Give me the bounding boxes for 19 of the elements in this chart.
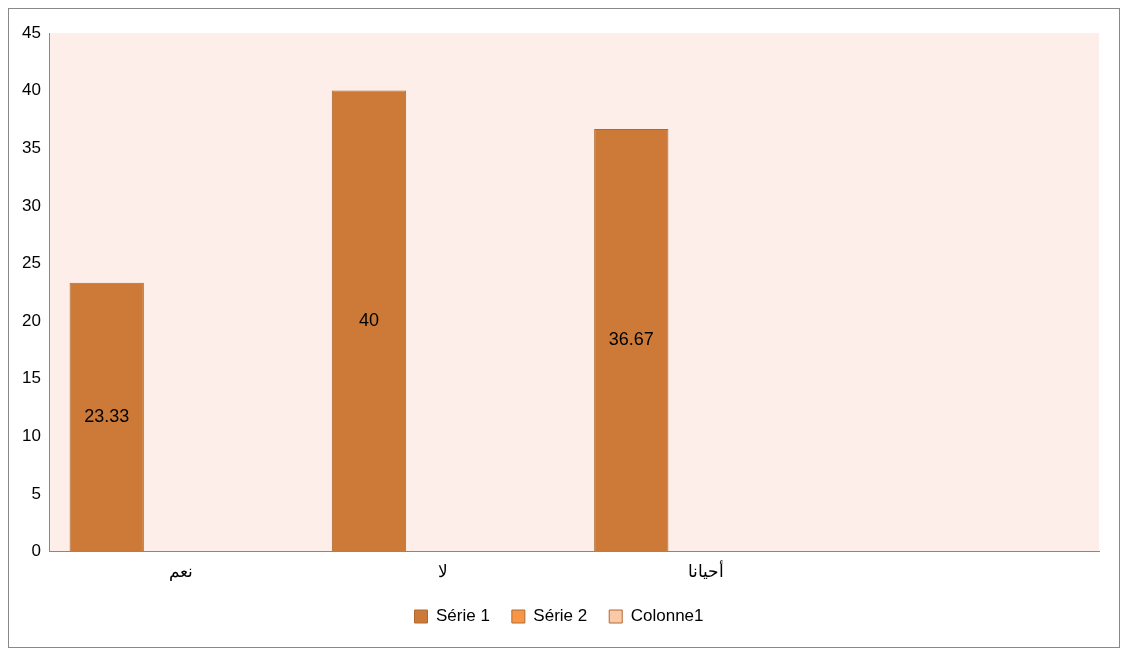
y-tick-label: 45 <box>21 22 41 42</box>
legend-label: Série 2 <box>533 606 588 626</box>
y-tick-label: 35 <box>21 137 41 157</box>
legend-label: Colonne1 <box>630 606 704 626</box>
y-tick-label: 0 <box>31 541 41 561</box>
x-tick-label: أحيانا <box>687 560 724 582</box>
data-label: 36.67 <box>608 329 654 350</box>
data-label: 23.33 <box>84 406 130 427</box>
y-tick-label: 25 <box>21 253 41 273</box>
y-tick-label: 10 <box>21 426 41 446</box>
x-tick-label: نعم <box>169 562 194 583</box>
x-tick-label: لا <box>438 562 449 582</box>
y-tick-label: 30 <box>21 195 41 215</box>
data-label: 40 <box>358 310 380 331</box>
y-tick-label: 20 <box>21 310 41 330</box>
y-tick-label: 5 <box>31 483 41 503</box>
y-tick-label: 15 <box>21 368 41 388</box>
y-tick-label: 40 <box>21 80 41 100</box>
legend-label: Série 1 <box>436 606 490 626</box>
